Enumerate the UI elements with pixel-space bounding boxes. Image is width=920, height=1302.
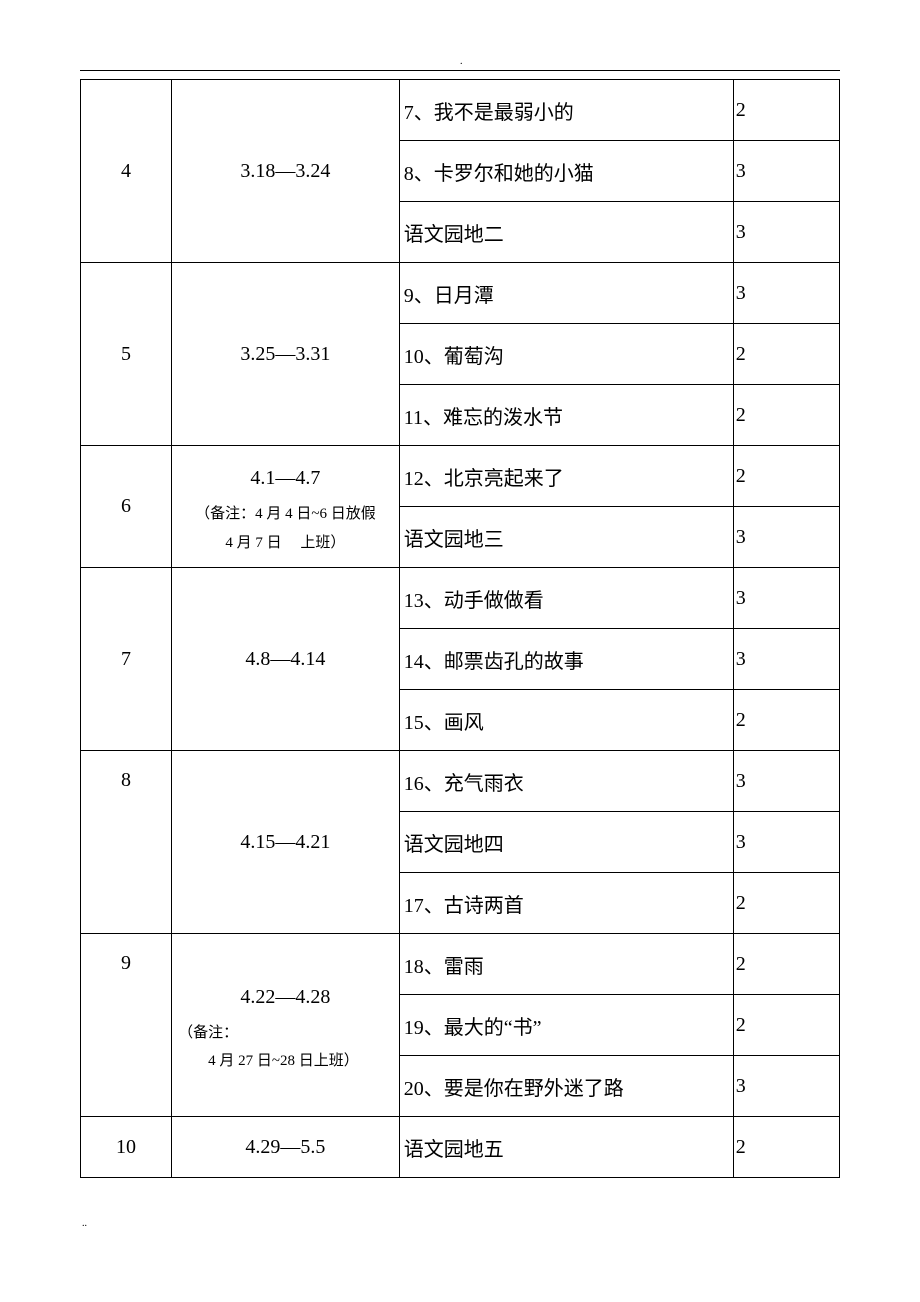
hours-cell: 3	[733, 812, 839, 873]
topic-cell: 13、动手做做看	[399, 568, 733, 629]
date-main: 4.1―4.7	[172, 456, 399, 500]
topic-cell: 语文园地二	[399, 202, 733, 263]
topic-cell: 15、画风	[399, 690, 733, 751]
topic-cell: 9、日月潭	[399, 263, 733, 324]
week-cell: 7	[81, 568, 172, 751]
table-row: 64.1―4.7（备注：4 月 4 日~6 日放假4 月 7 日 上班）12、北…	[81, 446, 840, 507]
topic-cell: 16、充气雨衣	[399, 751, 733, 812]
topic-cell: 17、古诗两首	[399, 873, 733, 934]
hours-cell: 2	[733, 873, 839, 934]
date-note-line: 4 月 7 日 上班）	[172, 529, 399, 558]
topic-cell: 8、卡罗尔和她的小猫	[399, 141, 733, 202]
hours-cell: 3	[733, 141, 839, 202]
date-main: 4.15―4.21	[172, 820, 399, 864]
hours-cell: 3	[733, 507, 839, 568]
date-cell: 3.18―3.24	[172, 80, 400, 263]
date-cell: 4.8―4.14	[172, 568, 400, 751]
header-rule: .	[80, 70, 840, 71]
schedule-table: 43.18―3.247、我不是最弱小的28、卡罗尔和她的小猫3语文园地二353.…	[80, 79, 840, 1178]
table-row: 94.22―4.28（备注：4 月 27 日~28 日上班）18、雷雨2	[81, 934, 840, 995]
date-main: 3.25―3.31	[172, 332, 399, 376]
table-row: 74.8―4.1413、动手做做看3	[81, 568, 840, 629]
date-main: 3.18―3.24	[172, 149, 399, 193]
table-row: 53.25―3.319、日月潭3	[81, 263, 840, 324]
hours-cell: 3	[733, 1056, 839, 1117]
hours-cell: 2	[733, 446, 839, 507]
date-note-line: （备注：	[172, 1019, 399, 1048]
hours-cell: 3	[733, 751, 839, 812]
hours-cell: 3	[733, 568, 839, 629]
topic-cell: 19、最大的“书”	[399, 995, 733, 1056]
date-note-line: （备注：4 月 4 日~6 日放假	[172, 500, 399, 529]
date-cell: 4.22―4.28（备注：4 月 27 日~28 日上班）	[172, 934, 400, 1117]
table-row: 84.15―4.2116、充气雨衣3	[81, 751, 840, 812]
date-note-line: 4 月 27 日~28 日上班）	[172, 1047, 399, 1076]
hours-cell: 2	[733, 324, 839, 385]
topic-cell: 18、雷雨	[399, 934, 733, 995]
week-cell: 5	[81, 263, 172, 446]
date-cell: 4.1―4.7（备注：4 月 4 日~6 日放假4 月 7 日 上班）	[172, 446, 400, 568]
header-dot: .	[460, 56, 463, 67]
hours-cell: 2	[733, 1117, 839, 1178]
date-main: 4.29―5.5	[172, 1125, 399, 1169]
hours-cell: 3	[733, 202, 839, 263]
topic-cell: 7、我不是最弱小的	[399, 80, 733, 141]
topic-cell: 10、葡萄沟	[399, 324, 733, 385]
date-cell: 4.15―4.21	[172, 751, 400, 934]
table-row: 43.18―3.247、我不是最弱小的2	[81, 80, 840, 141]
week-cell: 8	[81, 751, 172, 934]
topic-cell: 12、北京亮起来了	[399, 446, 733, 507]
date-main: 4.8―4.14	[172, 637, 399, 681]
topic-cell: 语文园地四	[399, 812, 733, 873]
topic-cell: 语文园地五	[399, 1117, 733, 1178]
week-cell: 6	[81, 446, 172, 568]
footer-dots: ..	[82, 1218, 840, 1229]
hours-cell: 2	[733, 80, 839, 141]
hours-cell: 2	[733, 995, 839, 1056]
hours-cell: 2	[733, 934, 839, 995]
week-cell: 10	[81, 1117, 172, 1178]
week-cell: 4	[81, 80, 172, 263]
hours-cell: 3	[733, 629, 839, 690]
hours-cell: 2	[733, 690, 839, 751]
topic-cell: 语文园地三	[399, 507, 733, 568]
week-cell: 9	[81, 934, 172, 1117]
hours-cell: 3	[733, 263, 839, 324]
topic-cell: 20、要是你在野外迷了路	[399, 1056, 733, 1117]
date-cell: 4.29―5.5	[172, 1117, 400, 1178]
topic-cell: 14、邮票齿孔的故事	[399, 629, 733, 690]
date-main: 4.22―4.28	[172, 975, 399, 1019]
topic-cell: 11、难忘的泼水节	[399, 385, 733, 446]
table-row: 104.29―5.5语文园地五2	[81, 1117, 840, 1178]
date-cell: 3.25―3.31	[172, 263, 400, 446]
hours-cell: 2	[733, 385, 839, 446]
